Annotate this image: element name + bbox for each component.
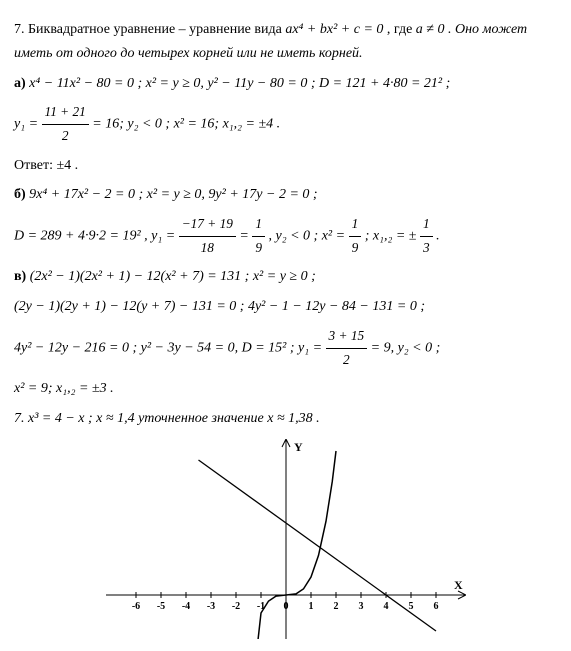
part-b-label: б) <box>14 187 29 202</box>
fraction-b-2: 1 9 <box>252 213 265 259</box>
frac-den: 2 <box>42 125 89 148</box>
frac-num: 1 <box>420 213 433 237</box>
svg-text:X: X <box>454 578 463 592</box>
part-a-label: а) <box>14 76 29 91</box>
intro-text-2: , где <box>387 22 416 37</box>
part-b-d-post: , y₂ < 0 ; x² = <box>269 228 349 243</box>
problem-7b: 7. x³ = 4 − x ; x ≈ 1,4 уточненное значе… <box>14 407 557 431</box>
part-c-eq3-pre: 4y² − 12y − 216 = 0 ; y² − 3y − 54 = 0, … <box>14 340 326 355</box>
part-a-line1: а) x⁴ − 11x² − 80 = 0 ; x² = y ≥ 0, y² −… <box>14 72 557 96</box>
fraction-b-1: −17 + 19 18 <box>179 213 236 259</box>
svg-text:-3: -3 <box>206 601 214 612</box>
part-c-line3: 4y² − 12y − 216 = 0 ; y² − 3y − 54 = 0, … <box>14 325 557 371</box>
graph-container: -6 -5 -4 -3 -2 -1 0 1 2 3 4 5 6 Y X <box>14 439 557 639</box>
part-c-line4: x² = 9; x₁,₂ = ±3 . <box>14 377 557 401</box>
part-b-line2: D = 289 + 4·9·2 = 19² , y₁ = −17 + 19 18… <box>14 213 557 259</box>
fraction-b-4: 1 3 <box>420 213 433 259</box>
frac-den: 3 <box>420 237 433 260</box>
intro-equation: ax⁴ + bx² + c = 0 <box>285 22 383 37</box>
svg-text:5: 5 <box>408 601 413 612</box>
frac-den: 2 <box>326 349 368 372</box>
frac-den: 9 <box>252 237 265 260</box>
svg-text:-1: -1 <box>256 601 264 612</box>
svg-text:Y: Y <box>294 440 303 454</box>
part-a-y1-pre: y₁ = <box>14 117 42 132</box>
intro-text-1: 7. Биквадратное уравнение – уравнение ви… <box>14 22 285 37</box>
svg-text:2: 2 <box>333 601 338 612</box>
frac-num: 1 <box>252 213 265 237</box>
part-c-label: в) <box>14 269 30 284</box>
svg-text:3: 3 <box>358 601 363 612</box>
graph-svg: -6 -5 -4 -3 -2 -1 0 1 2 3 4 5 6 Y X <box>106 439 466 639</box>
svg-text:6: 6 <box>433 601 438 612</box>
svg-text:0: 0 <box>283 601 288 612</box>
svg-text:-4: -4 <box>181 601 189 612</box>
part-a-eq1: x⁴ − 11x² − 80 = 0 ; x² = y ≥ 0, y² − 11… <box>29 76 450 91</box>
frac-num: −17 + 19 <box>179 213 236 237</box>
svg-text:-6: -6 <box>131 601 139 612</box>
part-c-line1: в) (2x² − 1)(2x² + 1) − 12(x² + 7) = 131… <box>14 265 557 289</box>
frac-num: 11 + 21 <box>42 101 89 125</box>
fraction-b-3: 1 9 <box>349 213 362 259</box>
svg-text:-2: -2 <box>231 601 239 612</box>
svg-text:4: 4 <box>383 601 388 612</box>
part-b-line1: б) 9x⁴ + 17x² − 2 = 0 ; x² = y ≥ 0, 9y² … <box>14 183 557 207</box>
part-b-d-post2: ; x₁,₂ = ± <box>365 228 420 243</box>
svg-text:1: 1 <box>308 601 313 612</box>
part-c-eq3-post: = 9, y₂ < 0 ; <box>371 340 441 355</box>
part-b-d-pre: D = 289 + 4·9·2 = 19² , y₁ = <box>14 228 179 243</box>
frac-den: 9 <box>349 237 362 260</box>
problem-intro: 7. Биквадратное уравнение – уравнение ви… <box>14 18 557 66</box>
fraction-c-1: 3 + 15 2 <box>326 325 368 371</box>
part-b-d-mid: = <box>239 228 252 243</box>
part-b-eq1: 9x⁴ + 17x² − 2 = 0 ; x² = y ≥ 0, 9y² + 1… <box>29 187 317 202</box>
part-c-eq1: (2x² − 1)(2x² + 1) − 12(x² + 7) = 131 ; … <box>30 269 316 284</box>
part-c-line2: (2y − 1)(2y + 1) − 12(y + 7) − 131 = 0 ;… <box>14 295 557 319</box>
part-a-y1-post: = 16; y₂ < 0 ; x² = 16; x₁,₂ = ±4 . <box>92 117 280 132</box>
frac-den: 18 <box>179 237 236 260</box>
part-a-answer: Ответ: ±4 . <box>14 154 557 178</box>
frac-num: 3 + 15 <box>326 325 368 349</box>
part-b-d-post3: . <box>436 228 440 243</box>
part-a-line2: y₁ = 11 + 21 2 = 16; y₂ < 0 ; x² = 16; x… <box>14 101 557 147</box>
svg-text:-5: -5 <box>156 601 164 612</box>
frac-num: 1 <box>349 213 362 237</box>
fraction-a-y1: 11 + 21 2 <box>42 101 89 147</box>
